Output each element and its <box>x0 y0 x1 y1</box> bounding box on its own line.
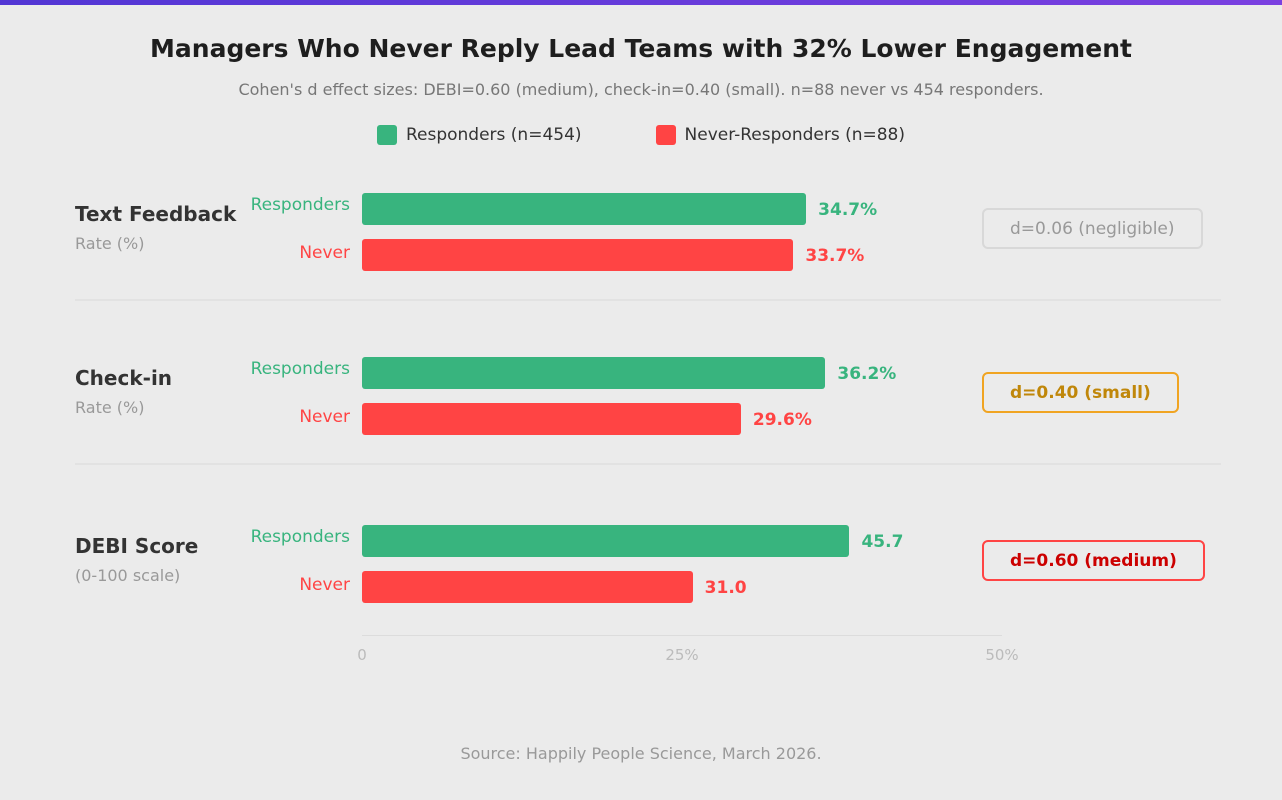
chart-title: Managers Who Never Reply Lead Teams with… <box>150 34 1132 63</box>
legend-swatch <box>655 125 676 145</box>
tick-label: 25% <box>665 646 699 664</box>
bar-responders <box>362 357 826 389</box>
bar-responders <box>362 193 807 225</box>
bar-never <box>362 239 794 271</box>
x-axis-line <box>362 635 1002 636</box>
group-name: DEBI Score <box>75 534 199 558</box>
tick-label: 50% <box>985 646 1019 664</box>
top-accent-bar <box>0 0 1282 5</box>
value-label: 29.6% <box>752 410 812 430</box>
divider <box>75 299 1221 301</box>
bar-label: Never <box>299 243 350 263</box>
legend-label: Responders (n=454) <box>405 125 582 145</box>
tick-label: 0 <box>357 646 367 664</box>
group-subtitle: Rate (%) <box>75 398 145 417</box>
value-label: 45.7 <box>861 532 904 552</box>
legend-swatch <box>376 125 397 145</box>
bar-label: Responders <box>250 527 350 547</box>
legend-item-responders: Responders (n=454) <box>376 125 582 145</box>
bar-responders <box>362 525 850 557</box>
value-label: 33.7% <box>805 246 865 266</box>
bar-label: Responders <box>250 195 350 215</box>
bar-never <box>362 403 741 435</box>
bar-label: Responders <box>250 359 350 379</box>
effect-size-badge: d=0.06 (negligible) <box>982 208 1203 249</box>
value-label: 31.0 <box>704 578 747 598</box>
bar-label: Never <box>299 407 350 427</box>
group-subtitle: (0-100 scale) <box>75 566 181 585</box>
value-label: 36.2% <box>837 364 897 384</box>
group-name: Check-in <box>75 366 173 390</box>
effect-size-badge: d=0.40 (small) <box>982 372 1179 413</box>
divider <box>75 463 1221 465</box>
effect-size-badge: d=0.60 (medium) <box>982 540 1205 581</box>
legend-item-never: Never-Responders (n=88) <box>655 125 906 145</box>
source-note: Source: Happily People Science, March 20… <box>460 744 822 763</box>
value-label: 34.7% <box>818 200 878 220</box>
legend-label: Never-Responders (n=88) <box>684 125 906 145</box>
bar-label: Never <box>299 575 350 595</box>
chart-subtitle: Cohen's d effect sizes: DEBI=0.60 (mediu… <box>238 80 1044 99</box>
group-name: Text Feedback <box>75 202 237 226</box>
group-subtitle: Rate (%) <box>75 234 145 253</box>
bar-never <box>362 571 693 603</box>
legend: Responders (n=454) Never-Responders (n=8… <box>0 125 1282 145</box>
